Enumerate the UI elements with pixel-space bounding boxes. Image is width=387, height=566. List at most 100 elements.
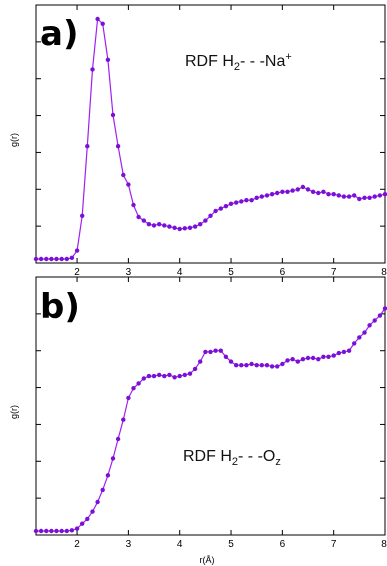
panel-a-data-point: [136, 214, 141, 220]
panel-b-data-point: [244, 363, 249, 368]
panel-a-data-point: [341, 194, 347, 199]
panel-b-data-point: [131, 386, 136, 391]
panel-b-data-point: [208, 349, 213, 355]
panel-b-data-point: [85, 516, 90, 522]
panel-a-data-point: [367, 195, 372, 200]
panel-b-data-point: [352, 341, 357, 346]
panel-b-data-point: [346, 348, 352, 353]
panel-a-data-point: [100, 21, 105, 26]
panel-a-data-point: [234, 200, 239, 205]
panel-b-data-point: [121, 417, 126, 422]
panel-a-data-point: [382, 192, 387, 197]
panel-b-data-point: [275, 364, 280, 369]
panel-b-data-point: [377, 313, 383, 318]
panel-b-data-point: [151, 373, 157, 379]
panel-a-data-point: [254, 195, 259, 200]
panel-a-data-point: [38, 256, 44, 262]
panel-b-data-point: [110, 456, 116, 461]
panel-b-data-point: [187, 371, 193, 376]
panel-b-data-point: [141, 376, 146, 381]
panel-a-data-point: [295, 187, 300, 192]
panel-b-data-point: [33, 528, 39, 534]
panel-a-data-point: [115, 144, 121, 149]
panel-b-data-point: [269, 364, 275, 369]
panel-b-annotation-sub2: z: [275, 456, 281, 468]
panel-b-data-point: [115, 436, 121, 442]
panel-b-data-point: [280, 361, 285, 367]
panel-a-data-point: [352, 193, 357, 198]
panel-a-xtick-label: 8: [381, 267, 387, 278]
panel-b-data-point: [167, 372, 172, 378]
panel-b-data-point: [295, 359, 300, 364]
panel-a-data-point: [162, 223, 167, 228]
panel-a-data-point: [275, 190, 280, 196]
panel-b-data-point: [316, 357, 321, 362]
panel-b-data-point: [90, 509, 95, 514]
panel-b-data-point: [59, 528, 64, 534]
panel-b-data-point: [223, 354, 229, 359]
panel-b-data-point: [95, 499, 100, 505]
panel-b-data-point: [254, 363, 259, 368]
panel-b-data-point: [300, 357, 306, 362]
panel-a-data-point: [372, 194, 377, 199]
panel-b-ylabel: g(r): [9, 405, 19, 419]
panel-a-data-point: [187, 225, 193, 230]
panel-b-xtick-label: 7: [331, 539, 337, 550]
panel-a-xtick-label: 5: [228, 267, 234, 278]
panel-a-data-point: [223, 204, 229, 209]
panel-b-data-point: [239, 363, 244, 368]
panel-b-data-point: [362, 330, 367, 335]
panel-b-data-point: [372, 318, 377, 323]
panel-a-annotation-prefix: RDF H: [185, 53, 234, 70]
panel-b-data-point: [69, 528, 75, 533]
panel-a-data-point: [69, 255, 75, 260]
panel-a-data-point: [300, 184, 306, 190]
panel-a-data-point: [182, 226, 187, 231]
panel-b-data-point: [192, 366, 198, 372]
panel-a-data-point: [110, 112, 116, 118]
panel-a-data-point: [377, 193, 383, 198]
panel-b-data-point: [305, 355, 311, 361]
panel-b-data-point: [213, 348, 218, 353]
panel-a-label: a): [40, 14, 78, 54]
panel-b-data-point: [331, 353, 336, 358]
panel-a-data-point: [141, 218, 146, 223]
panel-b-data-point: [310, 355, 316, 361]
panel-a-data-point: [198, 222, 203, 227]
panel-a-xtick-label: 4: [177, 267, 183, 278]
panel-a-annotation-sub: 2: [234, 61, 240, 73]
panel-b-data-point: [182, 372, 187, 378]
panel-b-data-point: [172, 375, 177, 380]
panel-a-xtick-label: 2: [74, 267, 80, 278]
panel-a-data-point: [121, 172, 126, 178]
panel-a-data-point: [157, 222, 162, 227]
panel-b-xtick-label: 2: [74, 539, 80, 550]
panel-a-data-point: [64, 256, 70, 262]
panel-a-ylabel: g(r): [9, 133, 19, 147]
panel-a-data-point: [126, 182, 131, 187]
panel-a-data-point: [33, 256, 39, 262]
panel-b-series-line: [36, 308, 386, 532]
panel-a-data-point: [90, 67, 95, 72]
panel-b-xtick-label: 8: [381, 539, 387, 550]
panel-b-xtick-label: 5: [228, 539, 234, 550]
panel-b-data-point: [105, 473, 111, 478]
panel-b-label: b): [40, 287, 80, 327]
panel-a-data-point: [321, 189, 326, 194]
panel-b-data-point: [38, 528, 44, 534]
panel-a-data-point: [336, 193, 341, 198]
panel-b-data-point: [341, 349, 347, 355]
panel-b-data-point: [218, 348, 223, 353]
panel-a-data-point: [326, 192, 331, 197]
panel-a-data-point: [213, 208, 218, 214]
panel-b-data-point: [49, 528, 54, 534]
panel-a-xtick-label: 3: [126, 267, 132, 278]
panel-b-data-point: [162, 373, 167, 379]
panel-b-data-point: [126, 395, 131, 401]
panel-a-xtick-label: 7: [331, 267, 337, 278]
panel-a-data-point: [167, 224, 172, 229]
panel-b-data-point: [157, 372, 162, 378]
panel-b-xtick-label: 3: [126, 539, 132, 550]
